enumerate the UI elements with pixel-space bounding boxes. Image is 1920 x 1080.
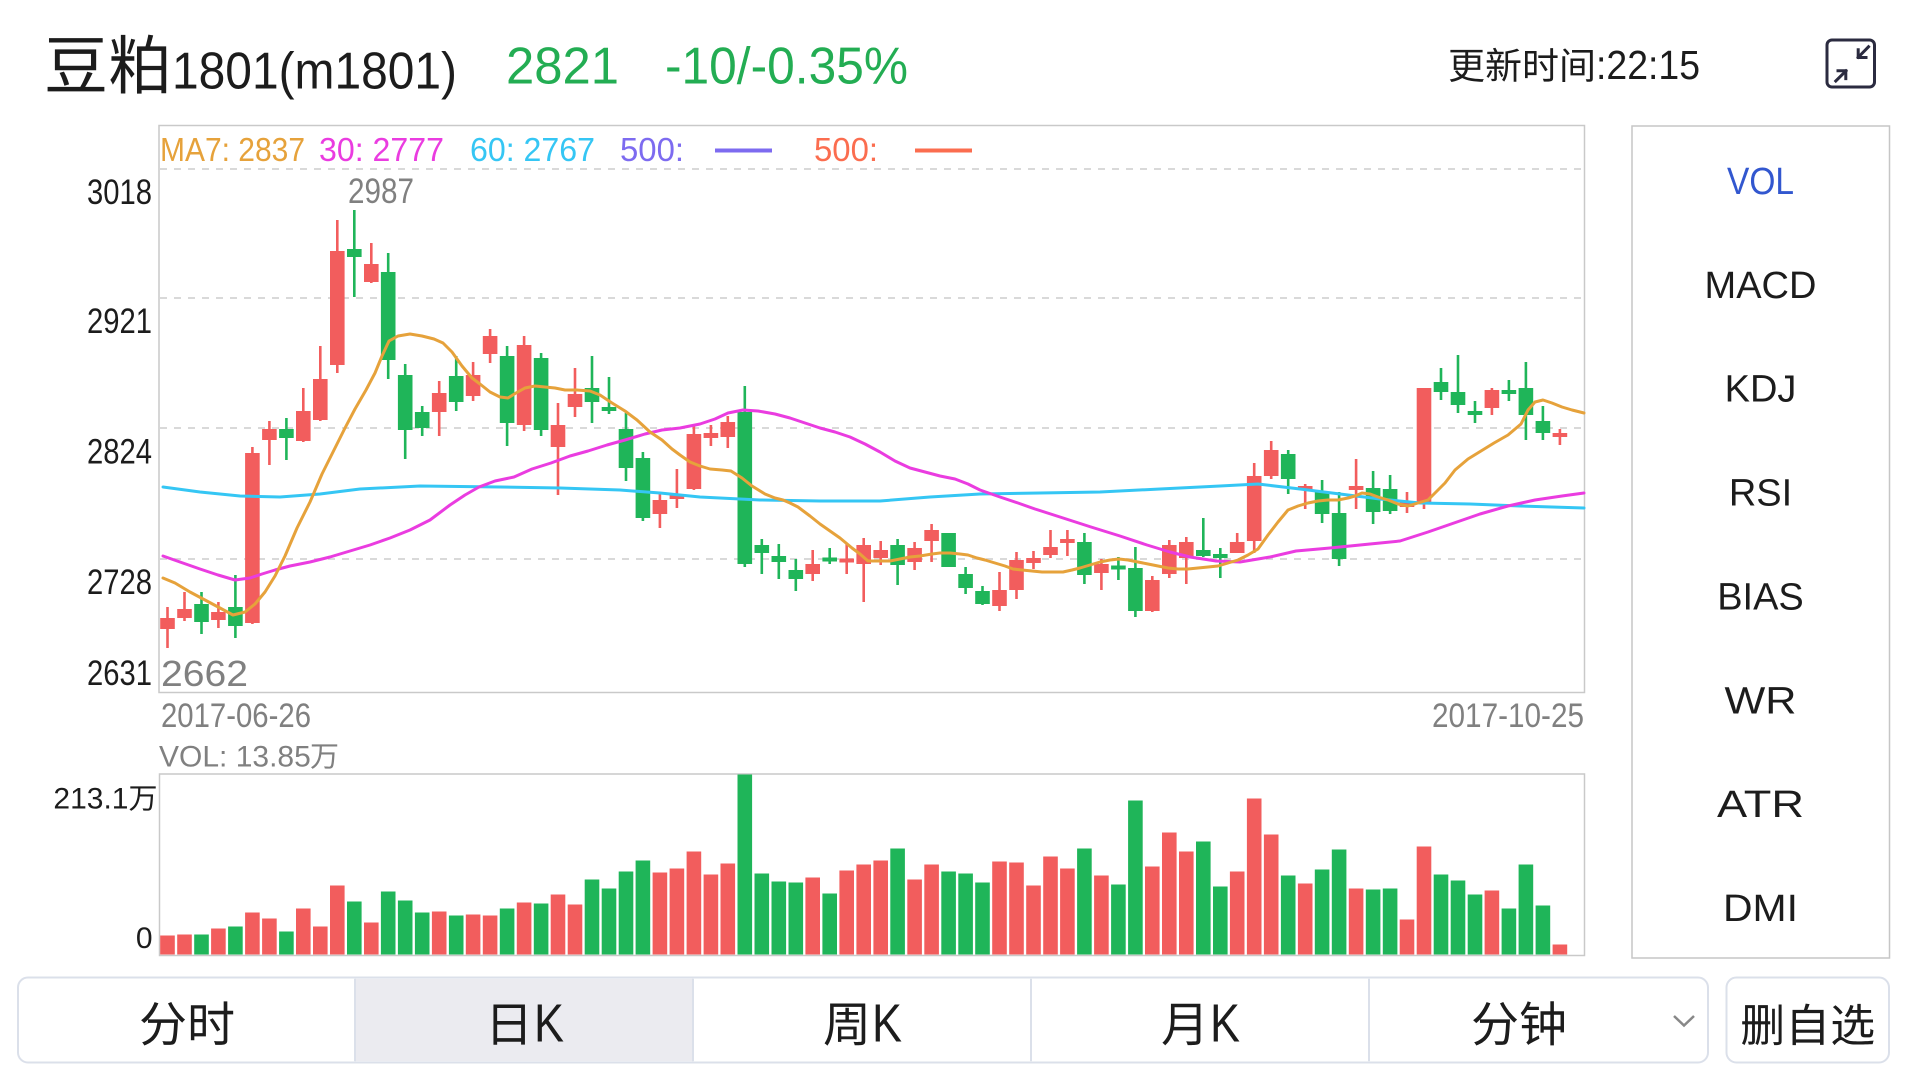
svg-text:213.1: 213.1: [53, 783, 128, 816]
svg-text:30: 2777: 30: 2777: [319, 131, 444, 168]
svg-text:2824: 2824: [87, 433, 152, 472]
svg-text:3018: 3018: [87, 173, 152, 212]
svg-text:2821: 2821: [506, 38, 619, 96]
svg-text:DMI: DMI: [1723, 888, 1798, 930]
svg-text:KDJ: KDJ: [1725, 369, 1797, 411]
svg-text:500:: 500:: [620, 131, 684, 168]
svg-text:2017-10-25: 2017-10-25: [1432, 697, 1584, 735]
svg-text:2017-06-26: 2017-06-26: [161, 697, 311, 735]
svg-text:WR: WR: [1725, 680, 1797, 722]
svg-text:2631: 2631: [87, 654, 152, 693]
svg-text:-10/-0.35%: -10/-0.35%: [665, 38, 908, 96]
svg-text:K: K: [1210, 994, 1240, 1054]
svg-text:MA7: 2837: MA7: 2837: [160, 131, 305, 168]
svg-text:VOL: 13.85: VOL: 13.85: [159, 741, 311, 774]
svg-text:K: K: [534, 994, 564, 1054]
svg-text:1801(m1801): 1801(m1801): [172, 43, 457, 101]
svg-text:2987: 2987: [348, 172, 414, 211]
svg-text:BIAS: BIAS: [1717, 576, 1804, 618]
svg-text:0: 0: [136, 922, 153, 955]
svg-text:2662: 2662: [161, 653, 248, 694]
svg-text:ATR: ATR: [1717, 784, 1804, 826]
svg-text:500:: 500:: [814, 131, 878, 168]
svg-text:MACD: MACD: [1705, 265, 1817, 307]
svg-text::22:15: :22:15: [1596, 42, 1700, 88]
svg-text:2921: 2921: [87, 302, 152, 341]
svg-text:2728: 2728: [87, 563, 152, 602]
svg-text:VOL: VOL: [1727, 161, 1794, 203]
svg-text:K: K: [872, 994, 902, 1054]
svg-text:RSI: RSI: [1729, 473, 1792, 515]
svg-text:60: 2767: 60: 2767: [470, 131, 595, 168]
